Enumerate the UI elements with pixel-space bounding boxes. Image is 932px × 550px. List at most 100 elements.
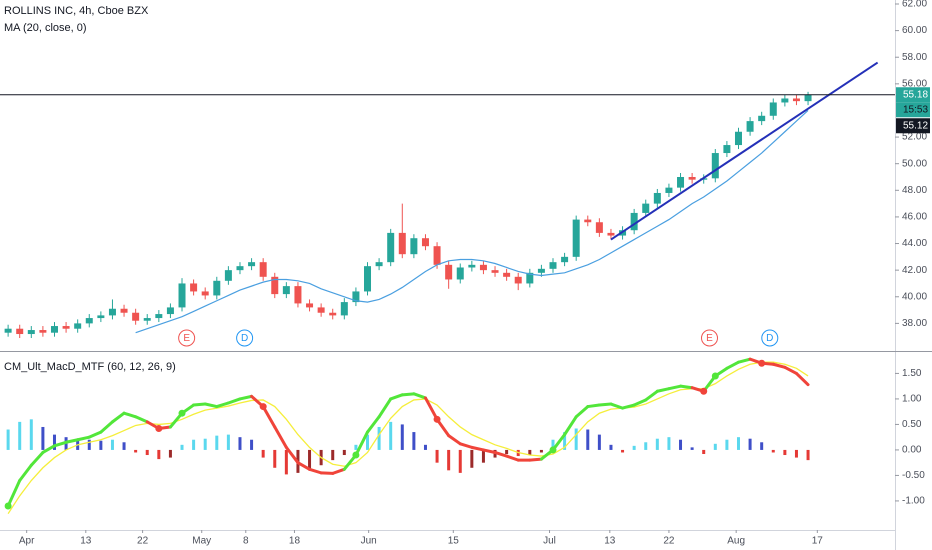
- x-tick-label: 18: [289, 536, 301, 547]
- macd-segment: [423, 396, 439, 421]
- histogram-bar: [435, 449, 439, 463]
- macd-segment: [783, 365, 798, 375]
- macd-segment: [64, 438, 80, 444]
- candle-body: [711, 153, 719, 179]
- histogram-bar: [644, 442, 648, 450]
- histogram-bar: [284, 449, 288, 475]
- macd-segment: [609, 402, 625, 410]
- macd-segment: [481, 448, 497, 454]
- macd-segment: [284, 445, 300, 465]
- x-tick-label: 13: [80, 536, 92, 547]
- candle-body: [421, 238, 429, 247]
- x-tick-label: Jun: [361, 536, 377, 547]
- candle-body: [468, 264, 476, 268]
- macd-segment: [41, 444, 56, 454]
- histogram-bar: [690, 447, 694, 450]
- macd-segment: [528, 457, 543, 462]
- candle-body: [27, 330, 35, 335]
- candle-body: [456, 267, 464, 280]
- candle-body: [248, 262, 256, 267]
- x-tick-label: 17: [812, 536, 824, 547]
- last-price-box: [896, 87, 930, 103]
- macd-segment: [586, 403, 601, 409]
- indicator-legend: MA (20, close, 0): [4, 22, 87, 34]
- histogram-bar: [145, 449, 149, 456]
- trend-line: [610, 61, 879, 241]
- y-tick-label: 46.00: [902, 212, 927, 223]
- x-tick-label: 8: [243, 536, 249, 547]
- candle-body: [665, 187, 673, 193]
- candle-body: [630, 212, 638, 231]
- macd-segment: [215, 401, 230, 409]
- candle-body: [271, 276, 279, 295]
- macd-segment: [203, 402, 219, 409]
- macd-segment: [308, 467, 323, 475]
- histogram-bar: [377, 426, 381, 450]
- histogram-bar: [342, 449, 346, 456]
- macd-segment: [794, 371, 810, 387]
- histogram-bar: [667, 437, 671, 450]
- histogram-bar: [447, 449, 451, 471]
- histogram-bar: [122, 442, 126, 450]
- candle-body: [503, 272, 511, 277]
- histogram-bar: [400, 424, 404, 450]
- candle-body: [375, 262, 383, 267]
- event-label: E: [183, 333, 190, 344]
- candle-body: [445, 264, 453, 280]
- histogram-bar: [6, 429, 10, 450]
- macd-segment: [331, 467, 346, 475]
- candle-body: [259, 262, 267, 277]
- candle-body: [758, 115, 766, 122]
- candle-body: [792, 98, 800, 102]
- cross-dot: [155, 425, 163, 433]
- histogram-bar: [250, 439, 254, 450]
- candle-body: [143, 318, 151, 321]
- x-tick-label: 15: [448, 536, 460, 547]
- countdown-box: [896, 102, 930, 118]
- candle-body: [294, 286, 302, 304]
- histogram-bar: [134, 449, 138, 453]
- macd-segment: [574, 405, 590, 419]
- y-tick-label: 38.00: [902, 318, 927, 329]
- histogram-bar: [655, 438, 659, 450]
- candle-body: [155, 314, 163, 319]
- macd-segment: [679, 384, 694, 390]
- histogram-bar: [748, 438, 752, 450]
- candle-body: [132, 312, 140, 321]
- macd-segment: [505, 454, 520, 462]
- x-tick-label: Aug: [727, 536, 745, 547]
- other-price-box: [896, 118, 930, 134]
- histogram-bar: [389, 421, 393, 450]
- histogram-bar: [551, 439, 555, 450]
- candle-body: [97, 315, 105, 319]
- candle-body: [74, 323, 82, 329]
- candle-body: [224, 270, 232, 281]
- histogram-bar: [308, 449, 312, 471]
- histogram-bar: [168, 449, 172, 458]
- y-tick-label: 0.00: [902, 445, 922, 456]
- candle-body: [16, 328, 24, 335]
- cross-dot: [259, 403, 267, 411]
- macd-segment: [99, 420, 114, 434]
- candle-body: [514, 276, 522, 284]
- candle-body: [120, 308, 128, 313]
- macd-segment: [621, 403, 636, 410]
- candle-body: [607, 232, 615, 236]
- macd-segment: [110, 411, 126, 424]
- macd-segment: [296, 461, 312, 471]
- candle-body: [213, 280, 221, 296]
- cross-dot: [758, 359, 766, 367]
- candle-body: [352, 291, 360, 303]
- candle-body: [561, 256, 569, 263]
- macd-segment: [29, 450, 45, 467]
- histogram-bar: [29, 419, 33, 450]
- histogram-bar: [794, 449, 798, 458]
- histogram-bar: [52, 434, 56, 450]
- event-label: D: [766, 333, 773, 344]
- macd-segment: [412, 392, 427, 400]
- histogram-bar: [736, 437, 740, 450]
- candle-body: [201, 291, 209, 296]
- histogram-bar: [470, 449, 474, 468]
- candle-body: [781, 98, 789, 103]
